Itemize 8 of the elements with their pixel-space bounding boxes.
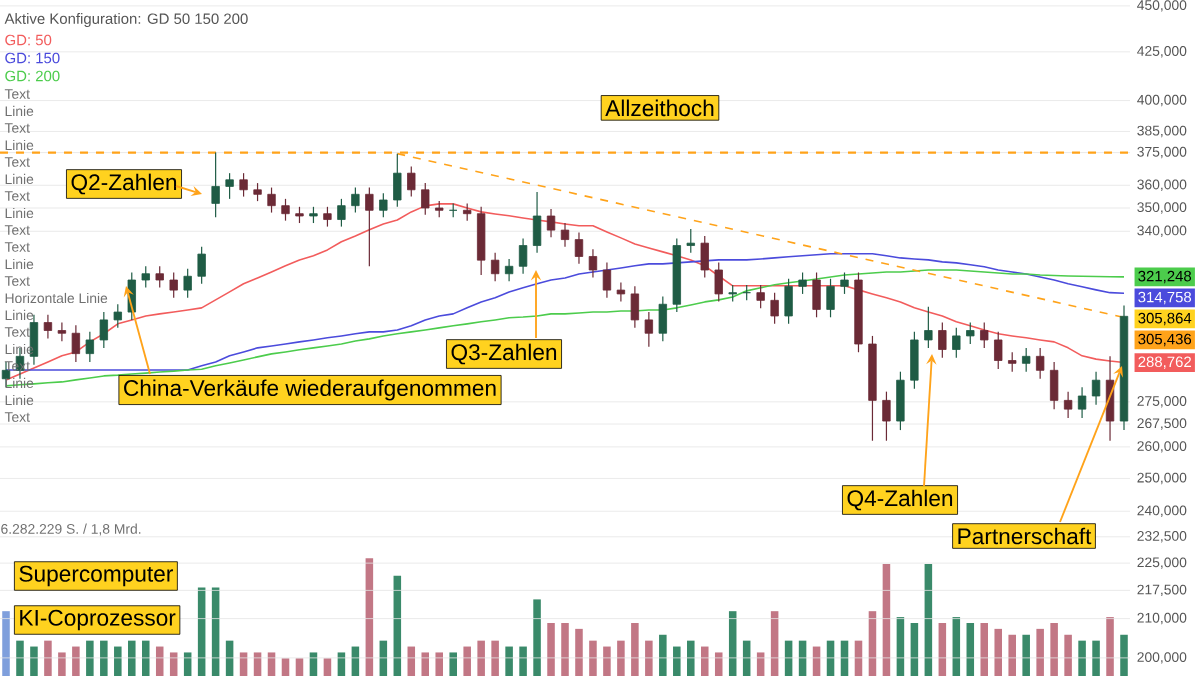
annotation: Supercomputer xyxy=(19,565,173,587)
annotation: China-Verkäufe wiederaufgenommen xyxy=(124,379,496,401)
annotation: Q3-Zahlen xyxy=(451,343,557,365)
annotation: Q4-Zahlen xyxy=(847,489,953,511)
ref-line-label: Allzeithoch xyxy=(605,99,714,117)
annotation: KI-Coprozessor xyxy=(20,609,176,631)
annotation: Q2-Zahlen xyxy=(71,173,177,195)
annotation: Partnerschaft xyxy=(958,527,1092,545)
